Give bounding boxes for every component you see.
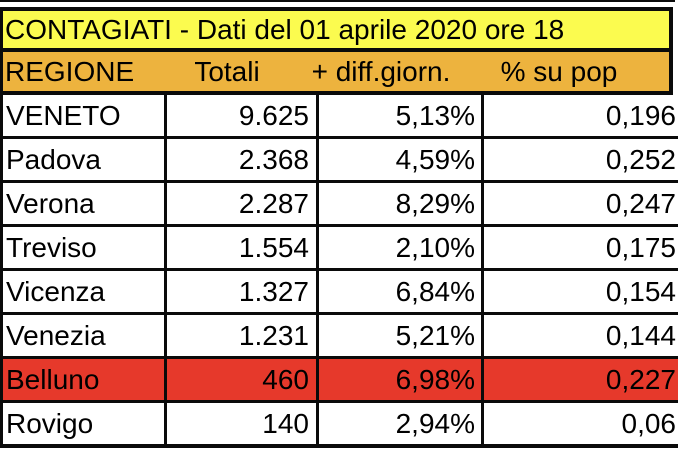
table-row-rovigo: Rovigo 140 2,94% 0,06	[0, 403, 678, 448]
cell-totali: 1.231	[167, 315, 319, 356]
table-row-padova: Padova 2.368 4,59% 0,252	[0, 139, 678, 183]
cell-pct-pop: 0,227	[605, 363, 676, 395]
cell-totali: 460	[167, 359, 319, 400]
cell-totali: 9.625	[167, 95, 319, 136]
cell-regione: VENETO	[3, 95, 167, 136]
cell-diff-giorn: 4,59%	[319, 139, 484, 180]
cell-pct-pop: 0,06	[621, 407, 677, 439]
cell-pct-pop: 0,196	[605, 99, 676, 131]
column-header-pct-pop: % su pop	[500, 56, 618, 87]
cell-pct-pop: 0,175	[605, 231, 676, 263]
table-header-row: REGIONE Totali + diff.giorn. % su pop	[0, 52, 673, 95]
cell-regione: Rovigo	[3, 403, 167, 444]
cell-diff-giorn: 8,29%	[319, 183, 484, 224]
table-body: VENETO 9.625 5,13% 0,196 Padova 2.368 4,…	[0, 95, 678, 448]
table-title: CONTAGIATI - Dati del 01 aprile 2020 ore…	[5, 13, 565, 45]
table-row-vicenza: Vicenza 1.327 6,84% 0,154	[0, 271, 678, 315]
cell-diff-giorn: 2,94%	[319, 403, 484, 444]
table-row-veneto: VENETO 9.625 5,13% 0,196	[0, 95, 678, 139]
cell-totali: 1.327	[167, 271, 319, 312]
cell-regione: Verona	[3, 183, 167, 224]
cell-pct-pop: 0,154	[605, 275, 676, 307]
cell-diff-giorn: 2,10%	[319, 227, 484, 268]
table-row-venezia: Venezia 1.231 5,21% 0,144	[0, 315, 678, 359]
cell-diff-giorn: 6,84%	[319, 271, 484, 312]
table-row-belluno-highlighted: Belluno 460 6,98% 0,227	[0, 359, 678, 403]
cell-diff-giorn: 6,98%	[319, 359, 484, 400]
cell-totali: 140	[167, 403, 319, 444]
cell-regione: Belluno	[3, 359, 167, 400]
table-title-row: CONTAGIATI - Dati del 01 aprile 2020 ore…	[0, 7, 673, 52]
top-row-remnant-border	[0, 0, 675, 2]
cell-regione: Treviso	[3, 227, 167, 268]
table-row-treviso: Treviso 1.554 2,10% 0,175	[0, 227, 678, 271]
cell-regione: Padova	[3, 139, 167, 180]
column-header-regione: REGIONE	[5, 56, 135, 87]
cell-totali: 2.368	[167, 139, 319, 180]
cell-totali: 2.287	[167, 183, 319, 224]
cell-pct-pop: 0,144	[605, 319, 676, 351]
column-header-diff-giorn: + diff.giorn.	[311, 56, 451, 87]
cell-pct-pop: 0,247	[605, 187, 676, 219]
column-header-totali: Totali	[194, 56, 260, 87]
cell-regione: Venezia	[3, 315, 167, 356]
cell-pct-pop: 0,252	[605, 143, 676, 175]
cell-diff-giorn: 5,13%	[319, 95, 484, 136]
cell-regione: Vicenza	[3, 271, 167, 312]
cell-diff-giorn: 5,21%	[319, 315, 484, 356]
cell-totali: 1.554	[167, 227, 319, 268]
table-row-verona: Verona 2.287 8,29% 0,247	[0, 183, 678, 227]
